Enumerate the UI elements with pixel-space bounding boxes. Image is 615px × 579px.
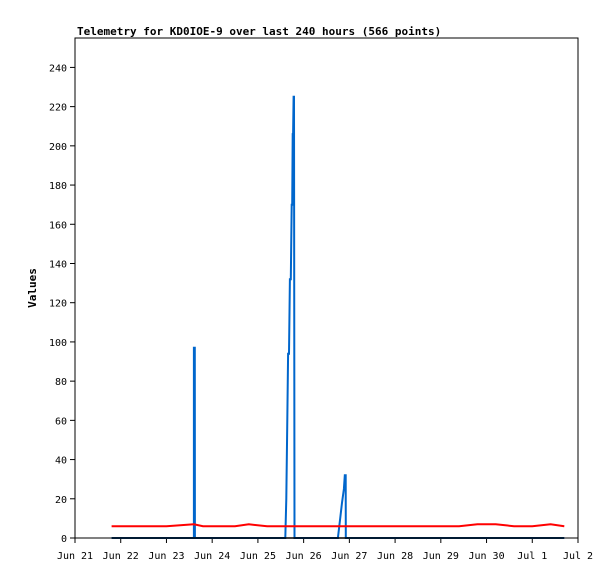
x-tick-label: Jun 21 [57, 551, 93, 562]
x-tick-label: Jun 23 [148, 551, 184, 562]
y-tick-label: 0 [61, 534, 67, 545]
plot-area [74, 37, 579, 539]
y-axis: 0 20 40 60 80 100 120 140 160 180 200 220 240 [49, 63, 75, 545]
series-layer [111, 95, 565, 539]
x-tick-label: Jun 22 [103, 551, 139, 562]
y-tick-label: 120 [49, 299, 67, 310]
x-tick-label: Jun 25 [240, 551, 276, 562]
y-tick-label: 140 [49, 259, 67, 270]
x-axis: Jun 21 Jun 22 Jun 23 Jun 24 Jun 25 Jun 26 Jun … [57, 538, 593, 562]
y-tick-label: 160 [49, 220, 67, 231]
y-tick-label: 20 [55, 495, 67, 506]
series-line-2 [111, 523, 565, 528]
chart-title: Telemetry for KD0IOE-9 over last 240 hou… [77, 25, 441, 38]
y-tick-label: 40 [55, 456, 67, 467]
y-tick-label: 60 [55, 416, 67, 427]
x-tick-label: Jul 2 [563, 551, 593, 562]
y-axis-label: Values [26, 268, 39, 308]
series-line-1 [111, 95, 565, 539]
x-tick-label: Jun 24 [194, 551, 230, 562]
y-tick-label: 100 [49, 338, 67, 349]
x-tick-label: Jun 27 [331, 551, 367, 562]
x-tick-label: Jun 29 [423, 551, 459, 562]
y-tick-label: 240 [49, 63, 67, 74]
y-tick-label: 220 [49, 103, 67, 114]
y-tick-label: 200 [49, 142, 67, 153]
x-tick-label: Jun 30 [468, 551, 504, 562]
y-tick-label: 180 [49, 181, 67, 192]
x-tick-label: Jun 28 [377, 551, 413, 562]
x-tick-label: Jun 26 [286, 551, 322, 562]
x-tick-label: Jul 1 [517, 551, 547, 562]
y-tick-label: 80 [55, 377, 67, 388]
